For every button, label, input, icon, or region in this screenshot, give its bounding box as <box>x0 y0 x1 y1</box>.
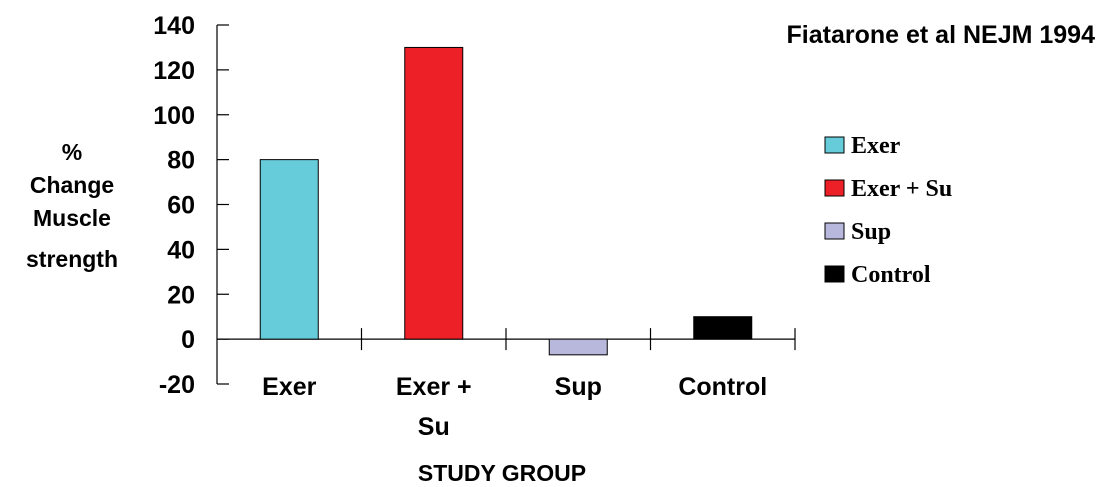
x-tick-label: Exer + <box>396 373 472 401</box>
legend-label: Sup <box>851 219 891 245</box>
y-tick-label: 0 <box>181 326 195 354</box>
y-axis-label-line: % <box>62 139 82 165</box>
y-tick-label: 40 <box>167 236 195 264</box>
chart-title: Fiatarone et al NEJM 1994 <box>787 21 1096 49</box>
bar <box>548 338 608 356</box>
bars <box>259 46 753 356</box>
y-axis-label: % Change Muscle strength <box>26 139 118 272</box>
bar <box>404 46 464 340</box>
y-axis-label-line: Change <box>30 172 114 198</box>
y-axis-label-line: strength <box>26 246 118 272</box>
y-axis-label-line: Muscle <box>33 205 111 231</box>
legend-label: Control <box>851 262 931 288</box>
bar <box>259 159 319 340</box>
legend-label: Exer <box>851 133 901 159</box>
y-tick-label: 100 <box>153 102 195 130</box>
y-tick-label: -20 <box>159 371 195 399</box>
y-tick-label: 140 <box>153 12 195 40</box>
y-tick-label: 120 <box>153 57 195 85</box>
x-tick-label: Control <box>678 373 767 401</box>
legend-swatch <box>824 136 845 154</box>
x-tick-label: Exer <box>262 373 316 401</box>
legend-swatch <box>824 265 845 283</box>
legend-swatch <box>824 179 845 197</box>
x-tick-label: Sup <box>555 373 602 401</box>
y-tick-label: 80 <box>167 147 195 175</box>
x-tick-labels: Exer Exer + Su Sup Control <box>262 373 767 441</box>
x-tick-label: Su <box>418 413 450 441</box>
legend-swatch <box>824 222 845 240</box>
bar <box>693 316 753 340</box>
y-axis: -20 0 20 40 60 80 100 120 140 <box>153 12 229 399</box>
legend: Exer Exer + Su Sup Control <box>824 133 952 288</box>
legend-label: Exer + Su <box>851 176 952 202</box>
x-axis-label: STUDY GROUP <box>418 460 586 486</box>
y-tick-label: 20 <box>167 281 195 309</box>
y-tick-label: 60 <box>167 192 195 220</box>
